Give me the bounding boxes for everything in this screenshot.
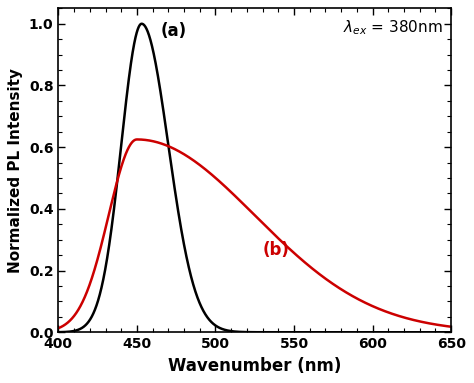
Text: (b): (b) [263,241,290,259]
Text: $\lambda_{ex}$ = 380nm: $\lambda_{ex}$ = 380nm [344,18,443,37]
Y-axis label: Normalized PL Intensity: Normalized PL Intensity [9,68,23,273]
X-axis label: Wavenumber (nm): Wavenumber (nm) [168,357,341,375]
Text: (a): (a) [161,22,187,40]
